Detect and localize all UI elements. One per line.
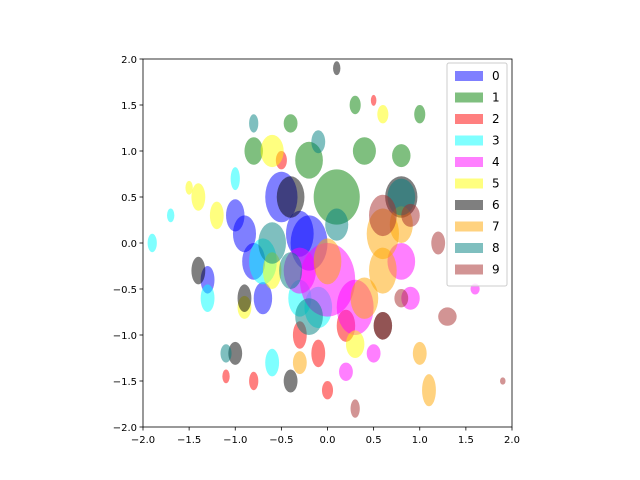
x-tick-label: −2.0 [131, 435, 155, 446]
ellipse-marker [350, 277, 379, 319]
ellipse-marker [311, 130, 326, 154]
ellipse-marker [249, 371, 259, 391]
legend: 0 1 2 3 4 5 6 7 8 9 [446, 62, 508, 287]
ellipse-marker [414, 105, 426, 124]
x-tick-label: −1.0 [223, 435, 247, 446]
x-tick-label: 0.0 [320, 435, 336, 446]
legend-swatch [455, 92, 483, 103]
legend-swatch [455, 243, 483, 253]
ellipse-marker [295, 298, 323, 335]
ellipse-marker [313, 169, 360, 225]
legend-label: 3 [492, 134, 500, 148]
ellipse-marker [237, 284, 252, 313]
ellipse-marker [253, 282, 273, 315]
ellipse-marker [392, 144, 411, 168]
legend-label: 8 [492, 241, 500, 255]
ellipse-marker [191, 256, 206, 285]
plot-area [147, 61, 506, 418]
ellipse-marker [349, 95, 361, 115]
legend-swatch [455, 200, 483, 210]
ellipse-marker [394, 289, 409, 308]
ellipse-marker [265, 348, 280, 377]
ellipse-marker [200, 284, 215, 313]
y-tick-label: 1.5 [121, 101, 137, 112]
x-tick-label: −0.5 [269, 435, 293, 446]
y-tick-label: −1.5 [113, 377, 137, 388]
ellipse-marker [345, 330, 365, 359]
ellipse-marker [438, 307, 457, 326]
y-tick-label: −0.5 [113, 285, 137, 296]
ellipse-marker [166, 208, 175, 223]
ellipse-marker [260, 134, 284, 168]
ellipse-marker [232, 215, 257, 253]
legend-swatch [455, 135, 483, 146]
ellipse-marker [283, 114, 298, 133]
legend-label: 4 [492, 155, 500, 169]
ellipse-marker [230, 167, 240, 191]
ellipse-marker [279, 252, 303, 289]
legend-swatch [455, 71, 483, 81]
ellipse-marker [249, 114, 259, 133]
ellipse-marker [369, 247, 397, 294]
legend-swatch [455, 221, 483, 232]
ellipse-marker [366, 344, 381, 363]
ellipse-marker [500, 377, 506, 385]
ellipse-marker [185, 180, 193, 195]
ellipse-marker [209, 201, 224, 230]
legend-label: 5 [492, 177, 500, 191]
legend-label: 0 [492, 69, 500, 83]
legend-label: 9 [492, 263, 500, 277]
legend-swatch [455, 264, 483, 275]
legend-label: 2 [492, 112, 500, 126]
ellipse-marker [325, 208, 349, 241]
legend-swatch [455, 178, 483, 189]
ellipse-marker [292, 351, 307, 375]
ellipse-marker [412, 341, 427, 365]
ellipse-marker [222, 369, 230, 384]
x-tick-label: 0.5 [366, 435, 382, 446]
ellipse-marker [339, 362, 353, 381]
ellipse-marker [370, 94, 377, 106]
legend-label: 1 [492, 91, 500, 105]
ellipse-marker [373, 312, 393, 340]
ellipse-marker [228, 341, 243, 365]
ellipse-marker [311, 339, 326, 368]
y-tick-label: 1.0 [121, 147, 137, 158]
ellipse-marker [377, 105, 389, 124]
ellipse-marker [258, 222, 286, 264]
ellipse-marker [313, 238, 342, 285]
y-tick-label: −2.0 [113, 423, 137, 434]
ellipse-marker [283, 369, 298, 393]
ellipse-marker [431, 231, 446, 255]
ellipse-marker [350, 399, 360, 418]
legend-swatch [455, 157, 483, 167]
ellipse-marker [369, 194, 397, 237]
legend-swatch [455, 114, 483, 124]
y-tick-label: −1.0 [113, 331, 137, 342]
x-tick-label: 1.5 [458, 435, 474, 446]
ellipse-marker [401, 203, 420, 227]
ellipse-marker [244, 137, 263, 165]
y-tick-label: 2.0 [121, 55, 137, 66]
ellipse-marker [191, 183, 206, 211]
ellipse-marker [147, 233, 157, 253]
y-tick-label: 0.5 [121, 193, 137, 204]
ellipse-marker [352, 137, 376, 165]
ellipse-marker [422, 374, 436, 407]
y-tick-label: 0.0 [121, 239, 137, 250]
x-tick-label: −1.5 [177, 435, 201, 446]
ellipse-marker [276, 176, 305, 218]
ellipse-marker [220, 344, 232, 363]
ellipse-marker [321, 381, 334, 400]
x-tick-label: 2.0 [504, 435, 520, 446]
x-tick-label: 1.0 [412, 435, 428, 446]
legend-label: 6 [492, 198, 500, 212]
legend-label: 7 [492, 220, 500, 234]
ellipse-marker [333, 61, 341, 76]
